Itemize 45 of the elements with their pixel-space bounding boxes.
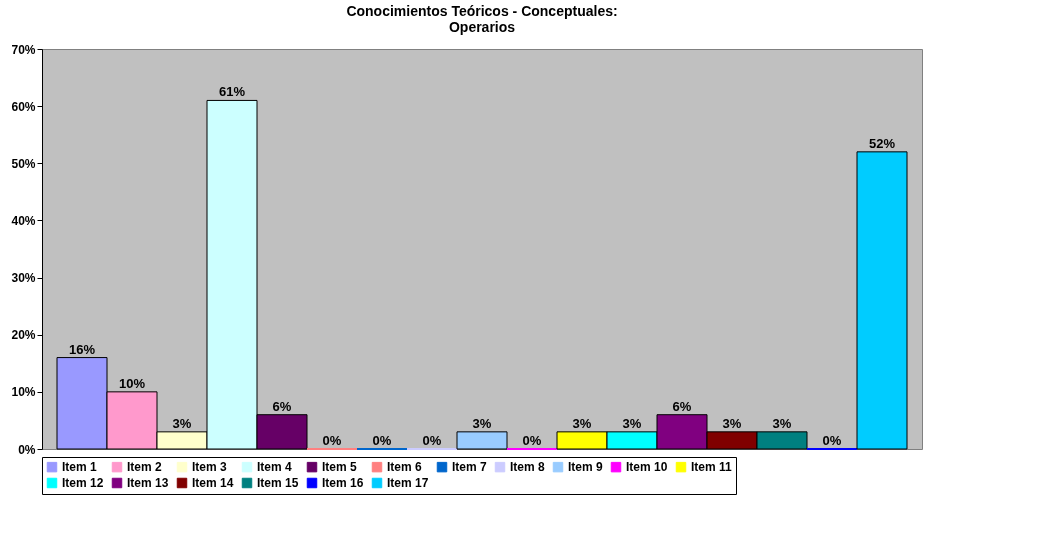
legend-label: Item 15 bbox=[257, 476, 299, 490]
y-tick-label: 60% bbox=[11, 99, 36, 114]
legend-label: Item 2 bbox=[127, 460, 163, 475]
legend-label: Item 1 bbox=[62, 460, 98, 475]
legend-label: Item 4 bbox=[257, 460, 293, 475]
data-label: 52% bbox=[868, 135, 896, 151]
y-tick-label: 20% bbox=[11, 328, 36, 343]
y-tick-label: 40% bbox=[11, 213, 36, 228]
legend-label: Item 6 bbox=[387, 460, 423, 475]
legend-label: Item 14 bbox=[192, 476, 234, 490]
data-label: 16% bbox=[68, 341, 96, 357]
data-label: 0% bbox=[522, 433, 542, 448]
y-tick-label: 50% bbox=[11, 156, 36, 171]
legend-label: Item 17 bbox=[387, 476, 429, 490]
legend-label: Item 7 bbox=[452, 460, 488, 475]
y-tick-label: 30% bbox=[11, 271, 36, 286]
data-label: 6% bbox=[272, 398, 292, 414]
data-label: 0% bbox=[422, 433, 442, 448]
data-label: 3% bbox=[722, 415, 742, 431]
legend-label: Item 5 bbox=[322, 460, 358, 475]
bar bbox=[856, 151, 908, 450]
legend-label: Item 9 bbox=[568, 460, 604, 475]
y-tick-label: 0% bbox=[18, 442, 36, 457]
legend-label: Item 8 bbox=[510, 460, 546, 475]
legend-label: Item 12 bbox=[62, 476, 104, 490]
data-label: 6% bbox=[672, 398, 692, 414]
chart-title: Conocimientos Teóricos - Conceptuales: Operarios bbox=[346, 3, 618, 35]
data-label: 3% bbox=[772, 415, 792, 431]
data-label: 0% bbox=[322, 433, 342, 448]
legend-label: Item 16 bbox=[322, 476, 364, 490]
legend-label: Item 3 bbox=[192, 460, 228, 475]
data-label: 3% bbox=[622, 415, 642, 431]
data-label: 3% bbox=[172, 415, 192, 431]
data-label: 61% bbox=[218, 84, 246, 100]
data-label: 3% bbox=[572, 415, 592, 431]
data-label: 10% bbox=[118, 375, 146, 391]
data-label: 3% bbox=[472, 415, 492, 431]
data-label: 0% bbox=[372, 433, 392, 448]
y-tick-label: 10% bbox=[11, 385, 36, 400]
legend-label: Item 10 bbox=[626, 460, 668, 475]
data-label: 0% bbox=[822, 433, 842, 448]
legend-label: Item 13 bbox=[127, 476, 169, 490]
y-tick-label: 70% bbox=[11, 42, 36, 57]
legend-label: Item 11 bbox=[691, 460, 733, 475]
bar bbox=[456, 431, 508, 450]
